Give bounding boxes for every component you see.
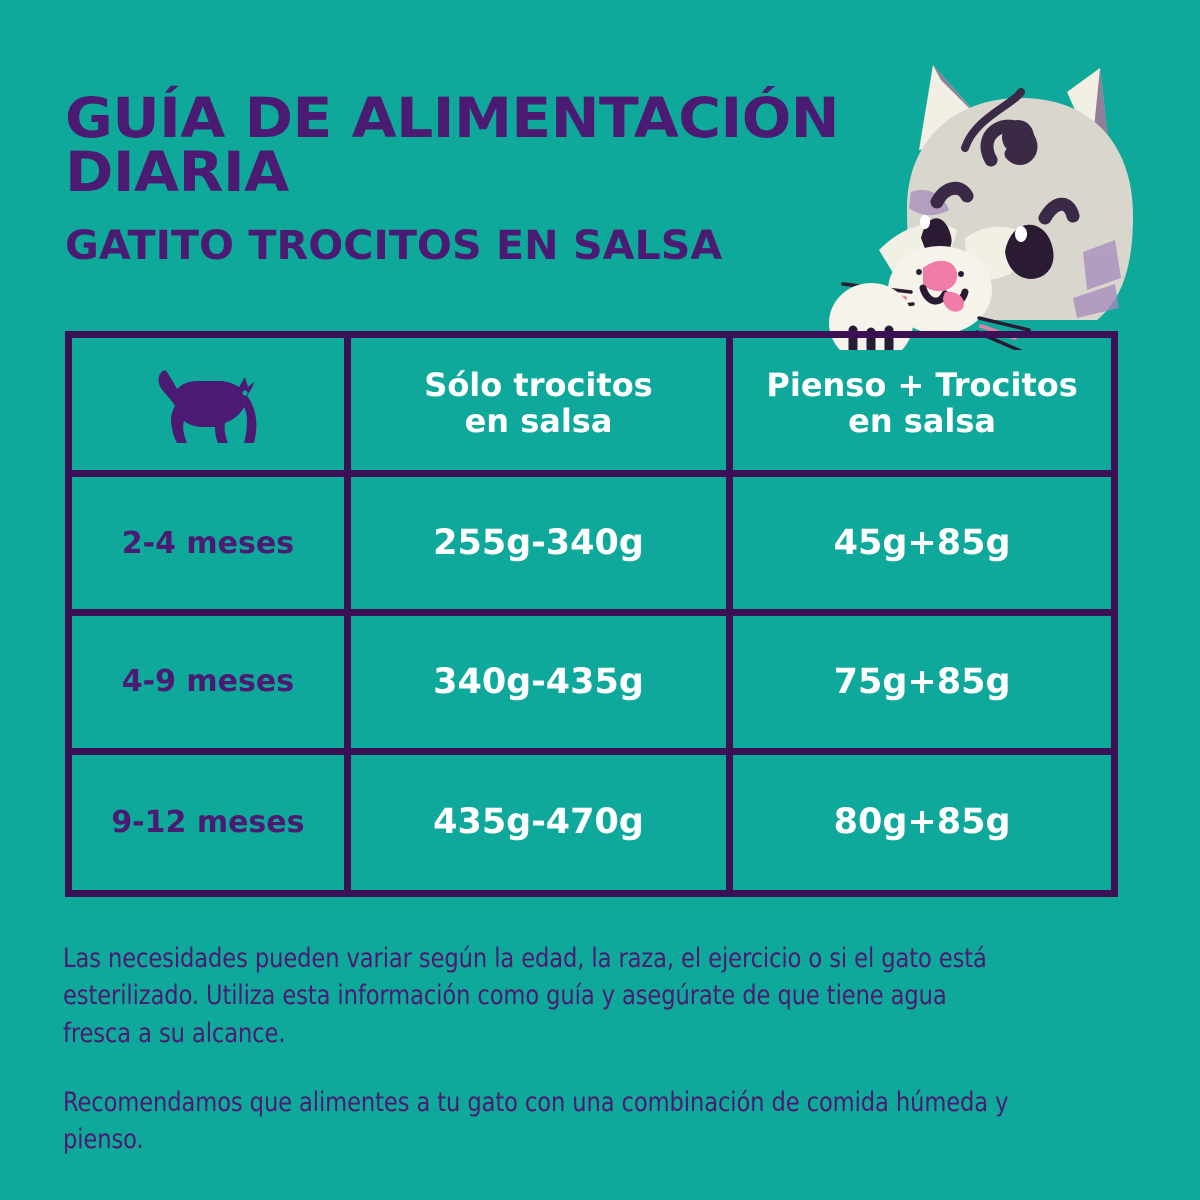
mixed-cell: 45g+85g xyxy=(729,473,1111,616)
wet-only-value: 255g-340g xyxy=(433,523,644,564)
column-header-solo-label: Sólo trocitos en salsa xyxy=(424,366,653,441)
mixed-value: 80g+85g xyxy=(833,802,1011,843)
mixed-value: 75g+85g xyxy=(833,661,1011,702)
age-label: 4-9 meses xyxy=(121,664,295,700)
table-row: 2-4 meses 255g-340g 45g+85g xyxy=(72,473,1111,616)
column-header-solo: Sólo trocitos en salsa xyxy=(347,338,734,478)
mixed-cell: 80g+85g xyxy=(730,751,1111,890)
wet-only-value: 340g-435g xyxy=(433,661,644,702)
age-cell: 4-9 meses xyxy=(72,612,351,755)
age-cell: 2-4 meses xyxy=(72,473,351,616)
wet-only-value: 435g-470g xyxy=(433,802,644,843)
cat-silhouette-cell xyxy=(72,338,351,478)
column-header-mixed-label: Pienso + Trocitos en salsa xyxy=(766,366,1078,441)
page-title: GUÍA DE ALIMENTACIÓN DIARIA xyxy=(65,86,840,204)
footnotes: Las necesidades pueden variar según la e… xyxy=(63,940,1083,1158)
table-header-row: Sólo trocitos en salsa Pienso + Trocitos… xyxy=(72,338,1111,478)
mixed-cell: 75g+85g xyxy=(729,612,1111,755)
page-subtitle: GATITO TROCITOS EN SALSA xyxy=(65,222,723,269)
age-label: 9-12 meses xyxy=(111,804,305,840)
cat-silhouette-icon xyxy=(158,370,257,444)
note-paragraph-1: Las necesidades pueden variar según la e… xyxy=(63,943,987,1049)
column-header-mixed: Pienso + Trocitos en salsa xyxy=(729,338,1111,478)
mixed-value: 45g+85g xyxy=(833,523,1011,564)
age-cell: 9-12 meses xyxy=(72,751,351,890)
header-block: GUÍA DE ALIMENTACIÓN DIARIA GATITO TROCI… xyxy=(65,91,855,267)
table-row: 9-12 meses 435g-470g 80g+85g xyxy=(72,751,1111,890)
wet-only-cell: 435g-470g xyxy=(347,751,734,890)
feeding-table: Sólo trocitos en salsa Pienso + Trocitos… xyxy=(65,331,1118,897)
table-row: 4-9 meses 340g-435g 75g+85g xyxy=(72,612,1111,755)
age-label: 2-4 meses xyxy=(121,525,295,561)
wet-only-cell: 340g-435g xyxy=(347,612,734,755)
note-paragraph-2: Recomendamos que alimentes a tu gato con… xyxy=(63,1086,1009,1155)
wet-only-cell: 255g-340g xyxy=(347,473,734,616)
